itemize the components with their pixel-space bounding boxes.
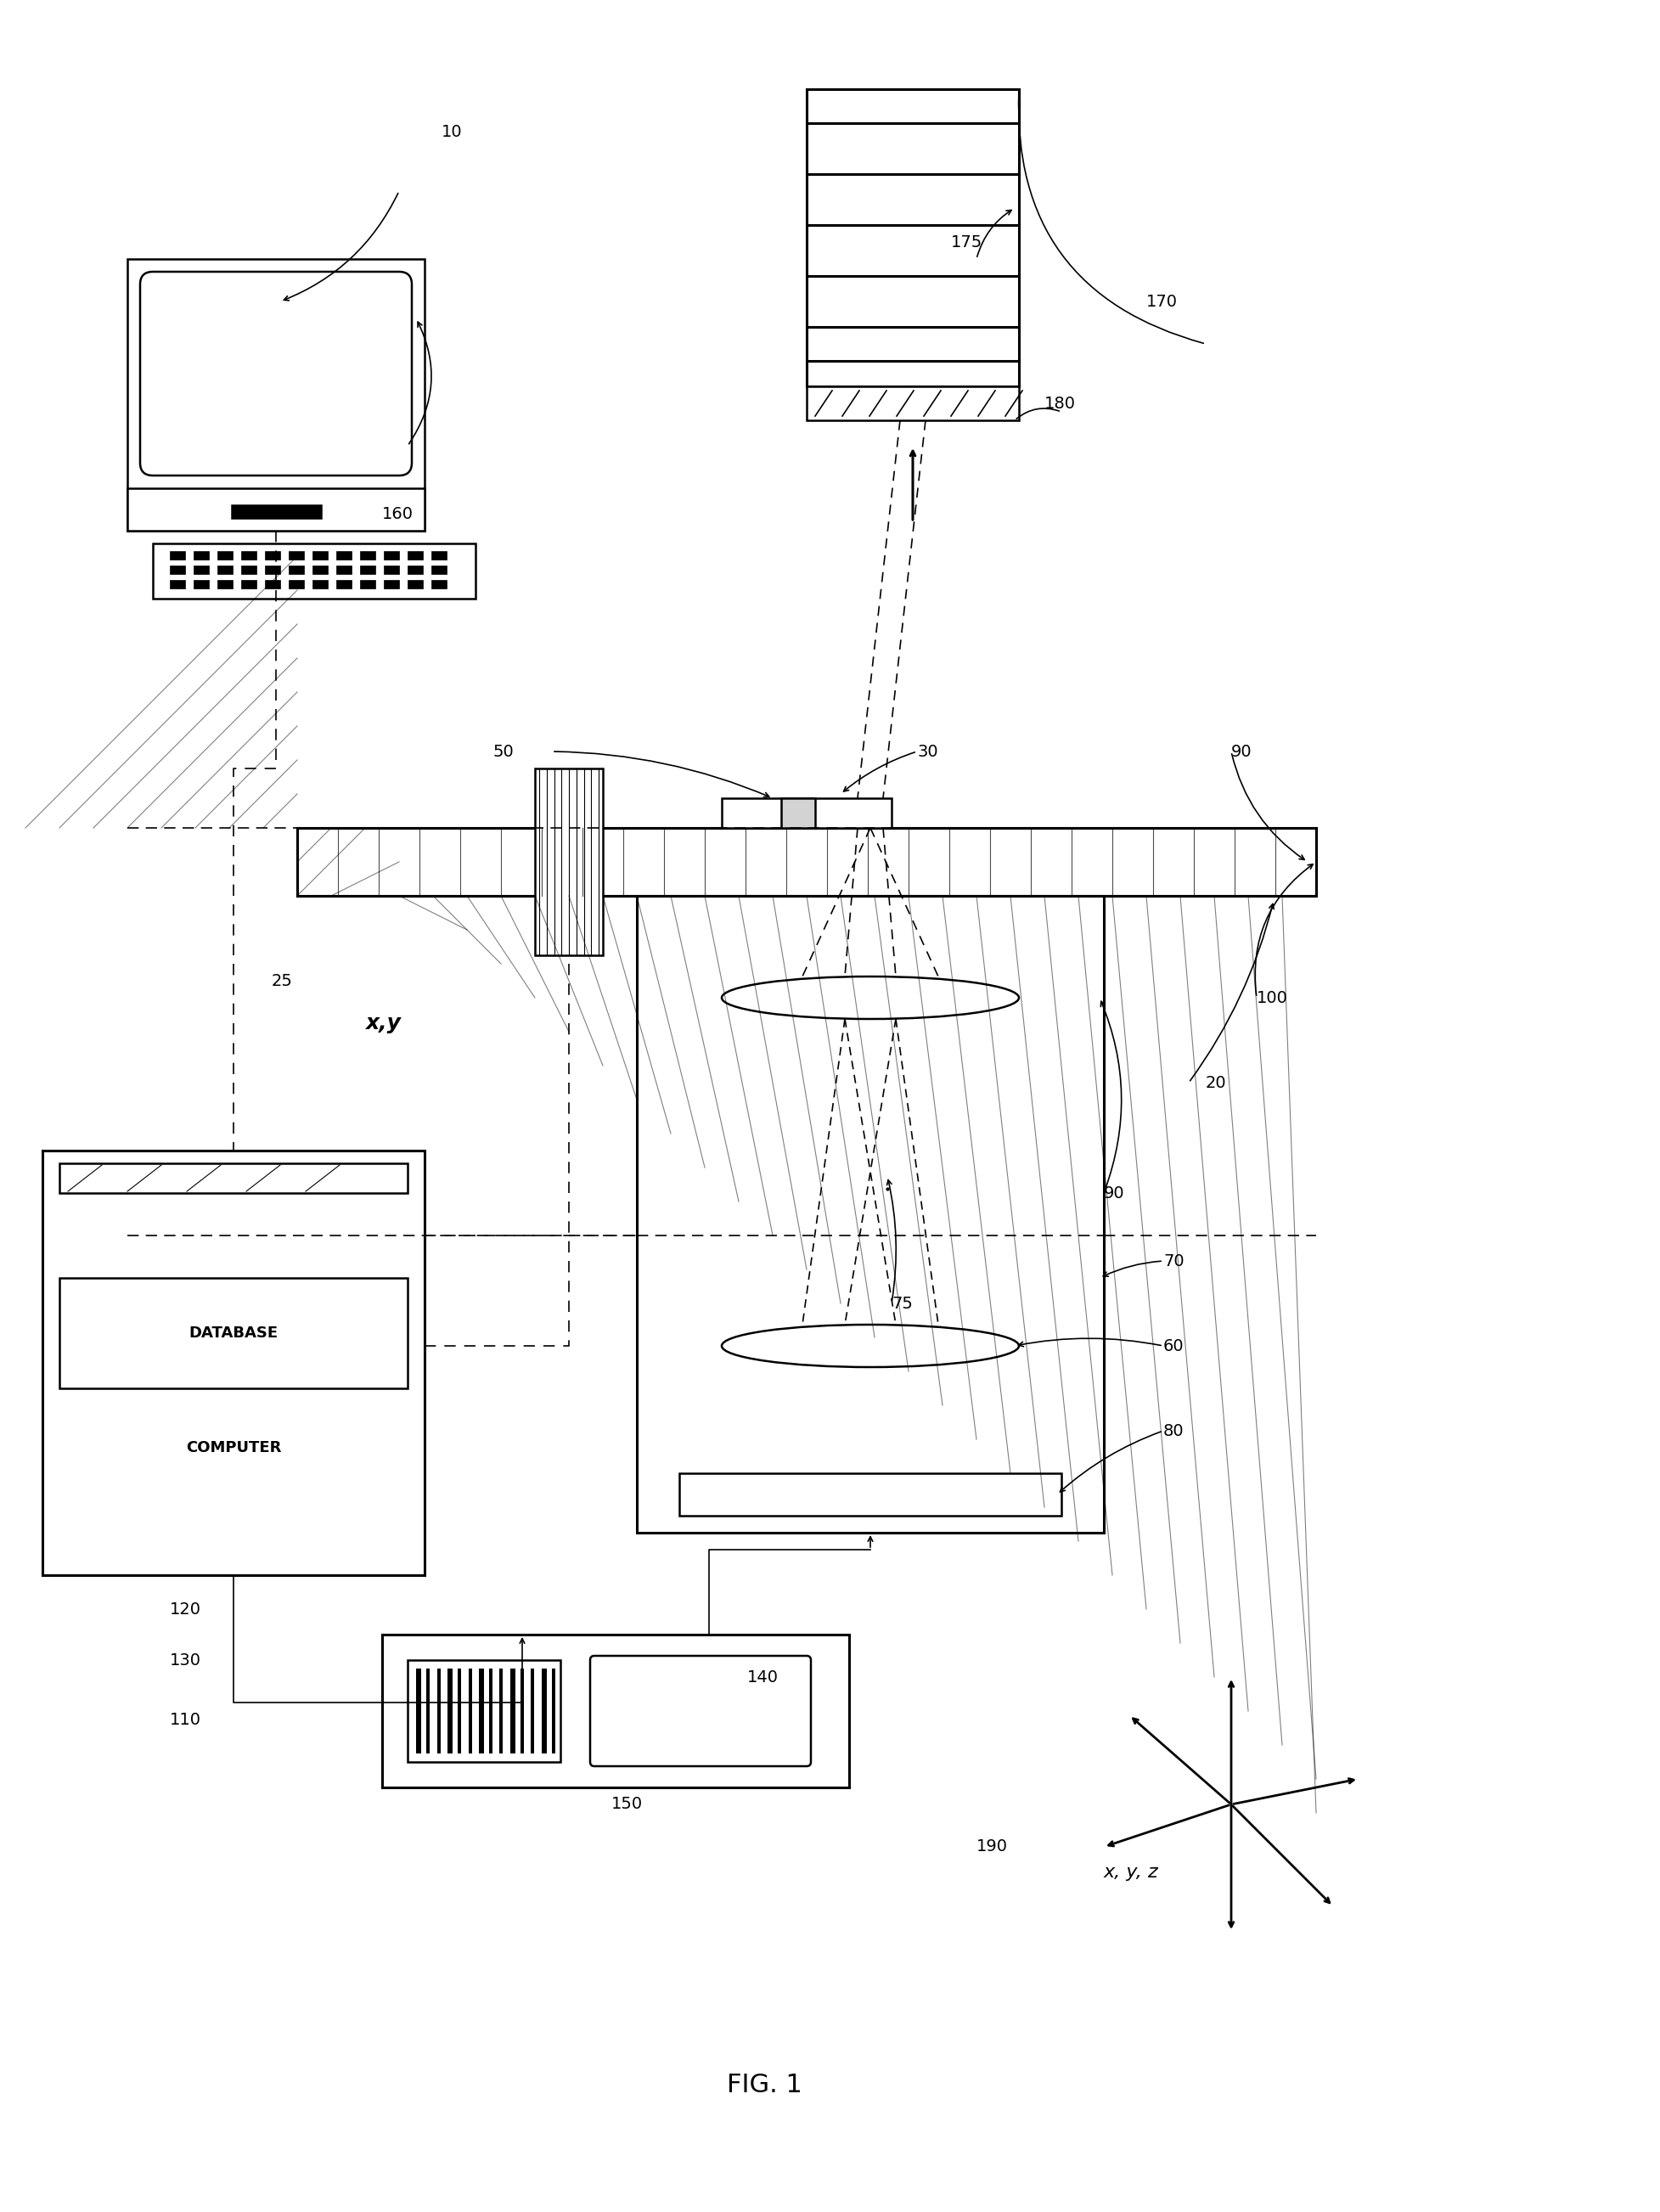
Bar xyxy=(637,896,1104,1533)
Bar xyxy=(807,387,1019,420)
Bar xyxy=(432,580,447,588)
Bar xyxy=(551,1668,556,1754)
Bar xyxy=(169,580,186,588)
Text: 30: 30 xyxy=(916,743,938,759)
Bar xyxy=(360,551,375,560)
Text: 90: 90 xyxy=(1232,743,1252,759)
Bar xyxy=(382,1635,850,1787)
Text: 150: 150 xyxy=(611,1796,642,1812)
Text: 180: 180 xyxy=(1044,396,1076,411)
Bar xyxy=(468,1668,471,1754)
Text: 120: 120 xyxy=(169,1601,201,1617)
Ellipse shape xyxy=(722,975,1019,1020)
Bar xyxy=(521,1668,525,1754)
Text: 80: 80 xyxy=(1164,1422,1184,1438)
Text: DATABASE: DATABASE xyxy=(189,1325,279,1340)
Bar xyxy=(722,799,891,827)
Text: 25: 25 xyxy=(272,973,292,989)
Text: 50: 50 xyxy=(493,743,513,759)
Bar xyxy=(383,580,398,588)
Bar xyxy=(337,580,352,588)
Text: 60: 60 xyxy=(1164,1338,1184,1354)
Bar xyxy=(383,566,398,575)
Bar xyxy=(60,1164,408,1192)
Bar xyxy=(408,1659,561,1763)
Bar xyxy=(297,827,1316,896)
Bar xyxy=(807,88,1019,387)
Bar xyxy=(437,1668,440,1754)
Text: 175: 175 xyxy=(951,234,983,250)
Bar xyxy=(337,566,352,575)
Bar xyxy=(194,566,209,575)
Text: 130: 130 xyxy=(169,1652,201,1668)
Bar xyxy=(500,1668,503,1754)
FancyBboxPatch shape xyxy=(589,1657,810,1765)
Bar xyxy=(266,566,281,575)
Bar xyxy=(241,551,256,560)
Bar xyxy=(297,827,1316,896)
Bar xyxy=(217,566,232,575)
Bar xyxy=(417,1668,422,1754)
Bar xyxy=(312,551,327,560)
Bar xyxy=(289,566,304,575)
Bar xyxy=(128,489,425,531)
Bar xyxy=(427,1668,430,1754)
Text: 20: 20 xyxy=(1205,1075,1227,1091)
Bar xyxy=(266,580,281,588)
Bar xyxy=(241,566,256,575)
Text: FIG. 1: FIG. 1 xyxy=(727,2073,802,2097)
Bar xyxy=(241,580,256,588)
Bar xyxy=(510,1668,515,1754)
Bar xyxy=(289,580,304,588)
Bar xyxy=(531,1668,535,1754)
Bar xyxy=(217,580,232,588)
Text: 100: 100 xyxy=(1257,989,1288,1006)
Text: 160: 160 xyxy=(382,507,413,522)
Bar xyxy=(432,551,447,560)
Bar xyxy=(360,566,375,575)
Bar xyxy=(408,566,423,575)
Bar xyxy=(337,551,352,560)
Bar xyxy=(432,566,447,575)
Text: 70: 70 xyxy=(1164,1252,1184,1270)
Bar xyxy=(679,1473,1061,1515)
Text: x,y: x,y xyxy=(365,1013,400,1033)
Bar xyxy=(169,551,186,560)
FancyBboxPatch shape xyxy=(139,272,412,476)
Bar xyxy=(448,1668,453,1754)
Bar xyxy=(194,551,209,560)
Bar xyxy=(289,551,304,560)
Bar xyxy=(169,566,186,575)
Bar xyxy=(478,1668,483,1754)
Ellipse shape xyxy=(722,1325,1019,1367)
Bar xyxy=(490,1668,493,1754)
FancyBboxPatch shape xyxy=(128,259,425,531)
Text: 10: 10 xyxy=(442,124,463,139)
Text: 90: 90 xyxy=(1104,1186,1125,1201)
Bar xyxy=(408,551,423,560)
Bar xyxy=(541,1668,546,1754)
Bar xyxy=(312,566,327,575)
Bar xyxy=(312,580,327,588)
Bar xyxy=(153,544,475,599)
Text: 190: 190 xyxy=(976,1838,1008,1856)
Bar xyxy=(60,1279,408,1389)
Bar xyxy=(535,768,603,956)
Bar xyxy=(43,1150,425,1575)
Bar xyxy=(408,580,423,588)
Bar xyxy=(458,1668,461,1754)
Text: x, y, z: x, y, z xyxy=(1104,1865,1159,1880)
Text: 75: 75 xyxy=(891,1296,913,1312)
Text: 170: 170 xyxy=(1147,294,1177,310)
Bar xyxy=(782,799,815,827)
Bar xyxy=(383,551,398,560)
Bar xyxy=(360,580,375,588)
Bar xyxy=(194,580,209,588)
Text: 110: 110 xyxy=(169,1712,201,1728)
Bar xyxy=(231,504,320,518)
Text: COMPUTER: COMPUTER xyxy=(186,1440,281,1455)
Bar xyxy=(217,551,232,560)
Text: 140: 140 xyxy=(747,1670,779,1686)
Bar xyxy=(266,551,281,560)
